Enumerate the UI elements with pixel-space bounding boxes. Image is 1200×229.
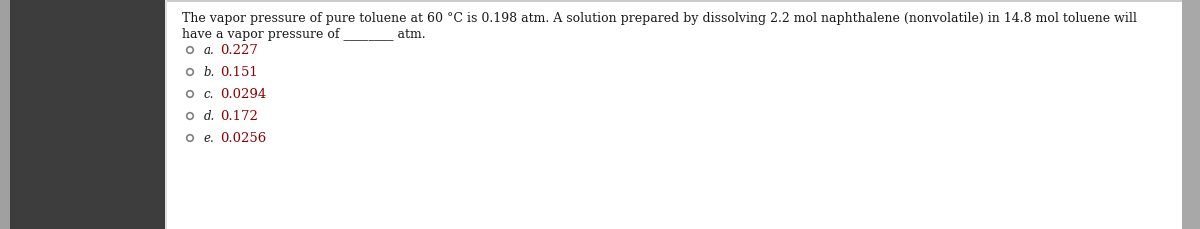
Text: The vapor pressure of pure toluene at 60 °C is 0.198 atm. A solution prepared by: The vapor pressure of pure toluene at 60… [182, 12, 1136, 25]
Bar [1182, 0, 1200, 229]
Text: d.: d. [204, 109, 215, 123]
Text: 0.172: 0.172 [220, 109, 258, 123]
Text: e.: e. [204, 131, 215, 144]
Text: 0.151: 0.151 [220, 65, 258, 79]
Bar [167, 0, 1182, 229]
Text: a.: a. [204, 44, 215, 57]
Text: have a vapor pressure of ________ atm.: have a vapor pressure of ________ atm. [182, 28, 426, 41]
Text: c.: c. [204, 87, 215, 101]
Text: 0.0256: 0.0256 [220, 131, 266, 144]
Bar [166, 0, 167, 229]
Bar [0, 0, 10, 229]
Text: 0.227: 0.227 [220, 44, 258, 57]
Text: b.: b. [204, 65, 215, 79]
Text: 0.0294: 0.0294 [220, 87, 266, 101]
Bar [10, 0, 166, 229]
Bar [167, 0, 1182, 2]
